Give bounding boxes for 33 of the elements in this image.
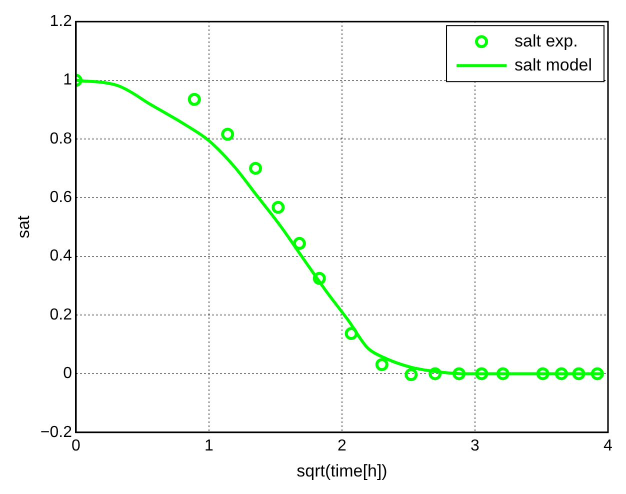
y-tick-label: 0.2 bbox=[50, 306, 72, 324]
point bbox=[536, 367, 550, 380]
point bbox=[590, 367, 604, 380]
y-tick-label: 0.8 bbox=[50, 130, 72, 148]
point bbox=[272, 200, 285, 214]
y-tick-label: 0.6 bbox=[50, 189, 72, 206]
x-tick-label: 3 bbox=[470, 437, 480, 454]
x-axis-title: sqrt(time[h]) bbox=[296, 461, 388, 480]
point bbox=[428, 367, 442, 380]
point bbox=[292, 236, 306, 250]
point bbox=[475, 367, 488, 380]
x-tick-label: 2 bbox=[338, 437, 347, 454]
x-tick-label: 4 bbox=[604, 437, 613, 454]
point bbox=[496, 367, 510, 380]
point bbox=[452, 367, 466, 380]
y-axis-title: sat bbox=[14, 215, 33, 238]
point bbox=[572, 367, 586, 380]
point bbox=[188, 92, 201, 106]
point bbox=[344, 327, 358, 340]
point bbox=[404, 368, 418, 382]
y-tick-label: 0.4 bbox=[50, 248, 72, 265]
y-tick-label: 1.2 bbox=[50, 13, 72, 30]
point bbox=[249, 162, 262, 175]
y-tick-label: −0.2 bbox=[40, 424, 72, 441]
point bbox=[375, 358, 388, 372]
x-tick-label: 1 bbox=[204, 437, 214, 454]
point bbox=[221, 128, 234, 141]
legend-label: salt model bbox=[514, 55, 592, 74]
y-tick-label: 1 bbox=[63, 72, 72, 89]
legend-label: salt exp. bbox=[514, 31, 578, 50]
y-tick-label: 0 bbox=[63, 365, 72, 382]
point bbox=[554, 367, 568, 380]
point bbox=[312, 272, 326, 285]
